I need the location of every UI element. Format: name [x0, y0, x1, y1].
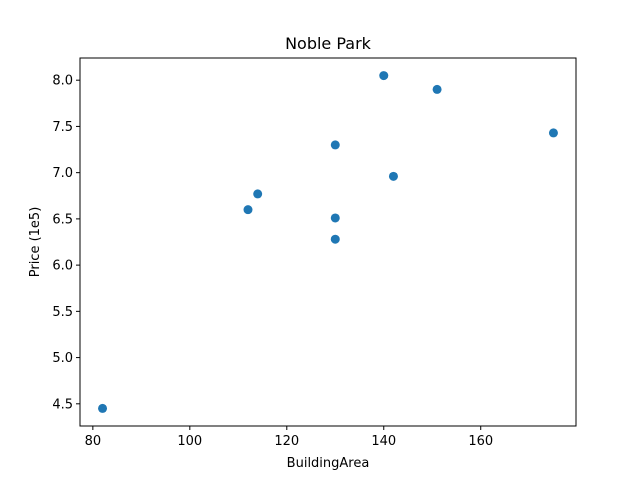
scatter-point: [98, 403, 108, 413]
scatter-point: [548, 128, 558, 138]
scatter-point: [330, 234, 340, 244]
scatter-point: [379, 71, 389, 81]
y-axis: 4.5 5.0 5.5 6.0 6.5 7.0 7.5 8.0: [52, 74, 80, 412]
scatter-point: [253, 189, 263, 199]
x-tick-label: 140: [371, 434, 396, 449]
scatter-point: [243, 205, 253, 215]
x-tick-label: 160: [468, 434, 493, 449]
y-tick-label: 5.5: [52, 305, 73, 320]
y-tick-label: 7.5: [52, 120, 73, 135]
x-axis-label: BuildingArea: [287, 456, 370, 471]
y-tick-label: 5.0: [52, 351, 73, 366]
x-tick-label: 80: [85, 434, 102, 449]
x-tick-label: 120: [274, 434, 299, 449]
scatter-point: [432, 84, 442, 94]
chart-title: Noble Park: [285, 34, 372, 53]
plot-area: [79, 57, 577, 427]
y-axis-label: Price (1e5): [28, 207, 43, 278]
y-tick-label: 4.5: [52, 397, 73, 412]
x-axis: 80 100 120 140 160: [85, 426, 493, 449]
x-tick-label: 100: [177, 434, 202, 449]
plot-frame: [79, 57, 577, 427]
scatter-point: [330, 140, 340, 150]
scatter-point: [330, 213, 340, 223]
y-tick-label: 7.0: [52, 166, 73, 181]
scatter-point: [388, 171, 398, 181]
y-tick-label: 8.0: [52, 74, 73, 89]
data-points: [98, 71, 558, 413]
y-tick-label: 6.0: [52, 259, 73, 274]
y-tick-label: 6.5: [52, 212, 73, 227]
